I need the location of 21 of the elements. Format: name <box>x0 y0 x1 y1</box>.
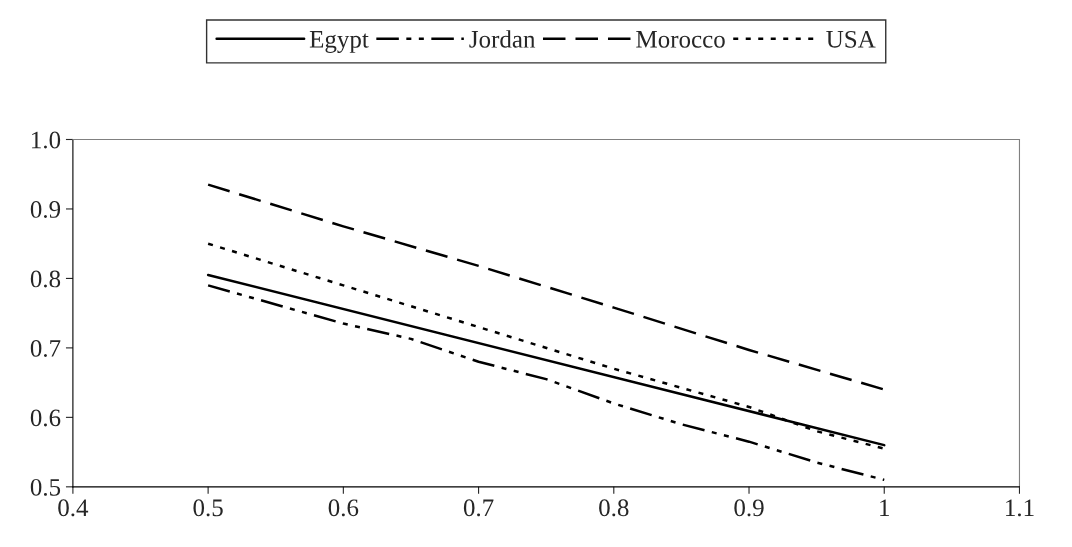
x-tick-label: 1.1 <box>1006 499 1034 517</box>
x-tick-label: 0.4 <box>58 499 89 517</box>
y-tick-label: 0.7 <box>30 339 61 357</box>
y-tick-label: 0.5 <box>30 478 61 496</box>
legend-label: USA <box>826 30 876 48</box>
line-series <box>206 183 886 391</box>
line-series <box>206 242 886 450</box>
y-tick-label: 0.6 <box>30 409 61 427</box>
y-tick-label: 0.8 <box>30 270 61 288</box>
x-tick-label: 0.7 <box>463 499 494 517</box>
legend-label: Jordan <box>469 30 536 48</box>
legend-label: Egypt <box>309 31 369 53</box>
x-tick-label: 0.6 <box>328 499 359 517</box>
legend-label: Morocco <box>636 31 725 48</box>
y-tick-label: 1.0 <box>32 131 61 149</box>
x-tick-label: 0.9 <box>734 499 764 517</box>
x-tick-label: 0.8 <box>599 499 629 517</box>
line-series <box>206 284 886 482</box>
x-tick-label: 0.5 <box>193 499 223 517</box>
x-tick-label: 1 <box>880 499 889 516</box>
y-tick-label: 0.9 <box>30 201 61 218</box>
